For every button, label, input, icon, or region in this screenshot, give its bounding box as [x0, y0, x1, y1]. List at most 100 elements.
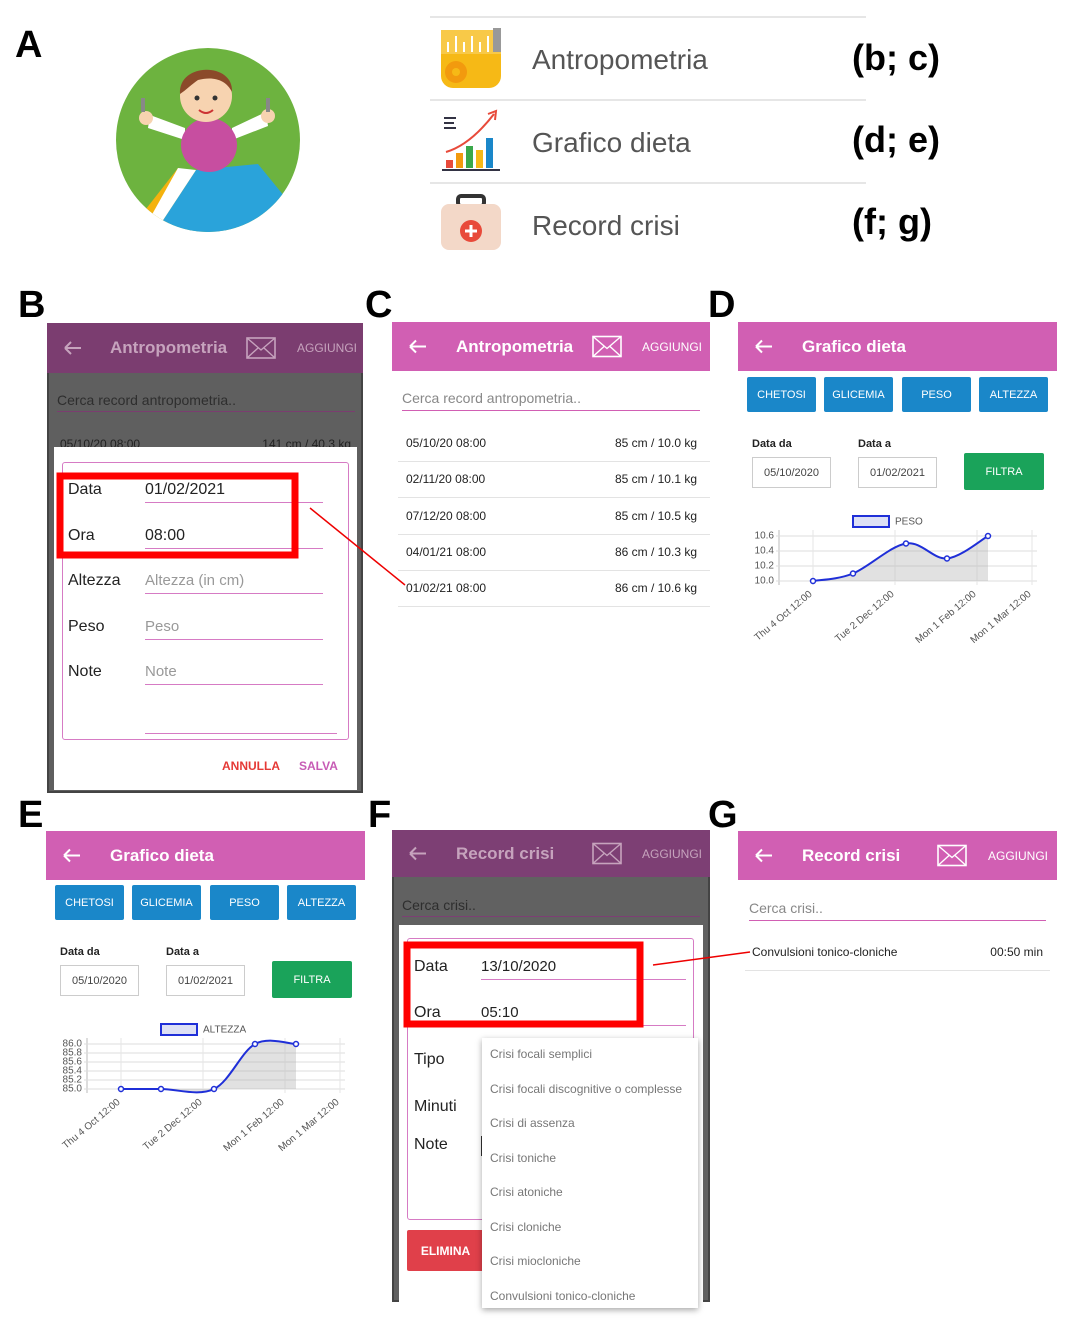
cancel-button[interactable]: ANNULLA — [222, 759, 280, 773]
panel-label: D — [708, 284, 736, 326]
dropdown-option[interactable]: Crisi toniche — [490, 1150, 557, 1165]
mail-icon-flap — [246, 337, 276, 359]
search-underline — [402, 916, 700, 917]
dropdown-option[interactable]: Crisi cloniche — [490, 1219, 562, 1234]
search-field[interactable]: Cerca record antropometria.. — [402, 390, 581, 406]
mail-icon — [592, 335, 622, 358]
filter-label: FILTRA — [293, 973, 331, 986]
search-field[interactable]: Cerca crisi.. — [749, 900, 823, 916]
delete-label: ELIMINA — [420, 1243, 471, 1258]
row-divider — [398, 497, 710, 499]
y-tick-label: 85.2 — [63, 1075, 83, 1086]
highlight-box — [403, 941, 644, 1028]
app-bar-action[interactable]: AGGIUNGI — [988, 848, 1049, 863]
tab-button[interactable] — [979, 377, 1048, 412]
panel-label: G — [708, 794, 738, 836]
field-placeholder[interactable]: Peso — [145, 618, 180, 635]
dropdown-option[interactable]: Convulsioni tonico-cloniche — [490, 1288, 636, 1303]
search-field[interactable]: Cerca record antropometria.. — [57, 392, 236, 408]
tab-label: GLICEMIA — [140, 896, 193, 909]
app-bar — [738, 322, 1057, 371]
field-value[interactable]: 01/02/2021 — [145, 481, 226, 498]
from-input[interactable] — [752, 457, 831, 488]
filter-button[interactable] — [272, 961, 352, 998]
dropdown-option[interactable]: Crisi focali semplici — [490, 1047, 593, 1061]
list-row-clipped: 05/10/20 08:00 141 cm / 40.3 kg — [57, 434, 357, 447]
row-date[interactable]: 05/10/20 08:00 — [406, 436, 487, 450]
panel-label: F — [368, 794, 392, 836]
search-underline — [57, 411, 355, 412]
delete-button[interactable] — [407, 1230, 484, 1271]
app-bar-action[interactable]: AGGIUNGI — [642, 339, 703, 354]
app-bar-action[interactable]: AGGIUNGI — [297, 341, 358, 355]
row-date[interactable]: 07/12/20 08:00 — [406, 508, 487, 523]
y-tick-label: 85.8 — [63, 1048, 83, 1059]
field-label: Ora — [68, 527, 95, 544]
row-date[interactable]: 02/11/20 08:00 — [406, 472, 486, 487]
from-input[interactable] — [60, 965, 139, 996]
menu-item-label[interactable]: Antropometria — [532, 44, 708, 75]
row-date: 05/10/20 08:00 — [60, 437, 141, 447]
x-tick-label: Thu 4 Oct 12:00 — [753, 589, 815, 644]
mail-icon — [937, 844, 967, 867]
tab-button[interactable] — [287, 885, 356, 920]
tab-button[interactable] — [824, 377, 893, 412]
menu-item-label[interactable]: Grafico dieta — [532, 127, 691, 158]
from-label: Data da — [752, 438, 792, 450]
dialog — [54, 447, 357, 790]
icon-tape — [441, 28, 501, 88]
data-point — [849, 570, 857, 577]
field-label: Data — [414, 958, 448, 975]
from-value: 05/10/2020 — [71, 975, 128, 987]
y-tick-label: 10.0 — [755, 576, 775, 587]
data-point — [984, 532, 992, 540]
tab-label: CHETOSI — [757, 388, 806, 401]
dropdown-option[interactable]: Crisi miocloniche — [490, 1254, 581, 1268]
to-input[interactable] — [166, 965, 245, 996]
field-underline — [145, 502, 323, 503]
field-value[interactable]: 13/10/2020 — [481, 958, 557, 975]
data-point — [117, 1085, 125, 1093]
row-divider — [398, 533, 710, 535]
row-type[interactable]: Convulsioni tonico-cloniche — [752, 945, 898, 959]
row-measure: 85 cm / 10.1 kg — [614, 472, 697, 487]
dropdown-option[interactable]: Crisi di assenza — [490, 1116, 575, 1130]
form-box — [62, 462, 349, 740]
row-date[interactable]: 04/01/21 08:00 — [406, 544, 487, 559]
mail-icon — [246, 337, 276, 359]
filter-button[interactable] — [964, 453, 1044, 490]
field-placeholder[interactable]: Note — [145, 663, 177, 680]
field-underline — [481, 979, 686, 980]
save-button[interactable]: SALVA — [299, 759, 338, 773]
field-value[interactable]: 08:00 — [145, 527, 186, 544]
x-tick-label: Tue 2 Dec 12:00 — [141, 1097, 205, 1153]
menu-item-label[interactable]: Record crisi — [532, 210, 680, 241]
dropdown-option[interactable]: Crisi atoniche — [490, 1185, 563, 1199]
app-bar-title: Grafico dieta — [110, 845, 214, 865]
app-bar-action[interactable]: AGGIUNGI — [642, 846, 703, 861]
field-placeholder[interactable]: Altezza (in cm) — [145, 572, 245, 589]
panel-label: A — [15, 24, 43, 66]
to-input[interactable] — [858, 457, 937, 488]
row-duration: 00:50 min — [990, 945, 1043, 959]
dropdown-option[interactable]: Crisi focali discognitive o complesse — [490, 1081, 683, 1096]
row-date[interactable]: 01/02/21 08:00 — [406, 581, 487, 596]
app-bar — [392, 830, 710, 877]
series-area — [121, 1040, 296, 1093]
tab-button[interactable] — [747, 377, 816, 412]
panel-label: E — [18, 794, 44, 836]
app-bar-title: Antropometria — [110, 338, 228, 357]
search-field[interactable]: Cerca crisi.. — [402, 897, 476, 913]
tab-button[interactable] — [55, 885, 124, 920]
tab-button[interactable] — [902, 377, 971, 412]
row-measure: 86 cm / 10.3 kg — [614, 544, 697, 559]
app-bar-title: Record crisi — [456, 843, 555, 863]
tab-button[interactable] — [132, 885, 201, 920]
field-underline — [145, 684, 323, 685]
field-value[interactable]: 05:10 — [481, 1004, 519, 1021]
tab-button[interactable] — [210, 885, 279, 920]
data-point — [157, 1085, 165, 1093]
y-tick-label: 85.4 — [63, 1066, 83, 1077]
